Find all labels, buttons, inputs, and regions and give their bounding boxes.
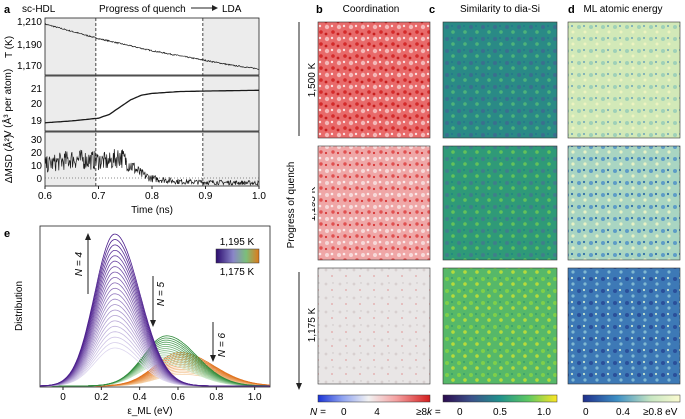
ytick-temperature: 1,170 <box>17 61 42 72</box>
row-label-1500k: 1,500 K <box>307 62 318 97</box>
arrow-head-progress <box>212 5 218 11</box>
label-lda: LDA <box>222 4 242 15</box>
volume-trace <box>44 89 259 124</box>
snapshot-energy-1500k <box>567 21 681 139</box>
xlabel-time: Time (ns) <box>131 205 173 216</box>
ylabel-msd: ΔMSD (Å²) <box>2 135 15 183</box>
snapshot-coordination-1500k <box>317 21 431 139</box>
shade-start-msd <box>45 132 96 186</box>
xtick-label: 0 <box>60 392 66 403</box>
temperature-trace <box>44 22 260 70</box>
ylabel-distribution: Distribution <box>14 281 25 331</box>
distribution-curves <box>39 233 271 387</box>
snapshot-similarity-1500k <box>442 21 558 139</box>
colorbar-energy-tick: 0.4 <box>616 407 630 418</box>
row-label-1195k: 1,195 K <box>307 186 318 221</box>
xlabel-energy: ε_ML (eV) <box>127 406 172 417</box>
ylabel-volume: V (Å³ per atom) <box>1 69 14 137</box>
colorbar-coordination-tick: 0 <box>341 407 347 418</box>
header-similarity: Similarity to dia-Si <box>460 4 540 15</box>
ytick-temperature: 1,210 <box>17 17 42 28</box>
curve-n5 <box>40 335 271 387</box>
shade-end-temperature <box>202 18 259 75</box>
panel-e-xticks: 0 0.2 0.4 0.6 0.8 1.0 <box>60 387 262 403</box>
progress-arrow-head <box>296 383 302 390</box>
colorbar-energy-tick: 0 <box>583 407 589 418</box>
shade-end-volume <box>202 76 259 131</box>
legend-bottom-label: 1,175 K <box>220 267 255 278</box>
legend-top-label: 1,195 K <box>220 237 255 248</box>
snapshot-energy-1195k <box>567 145 681 261</box>
colorbar-coordination-tick: 4 <box>374 407 380 418</box>
frame-distribution <box>39 225 271 388</box>
colorbar-similarity-tick: 0 <box>457 407 463 418</box>
ytick-msd: 10 <box>31 161 43 172</box>
shade-start-temperature <box>45 18 96 75</box>
panel-a-xticks: 0.6 0.7 0.8 0.9 1.0 <box>38 186 266 202</box>
panel-letter-c: c <box>429 4 435 16</box>
panel-letter-d: d <box>568 4 575 16</box>
label-sc-hdl: sc-HDL <box>22 4 56 15</box>
xtick-label: 0.8 <box>145 191 159 202</box>
colorbar-energy-tick: ≥0.8 eV <box>643 407 678 418</box>
colorbar-similarity-prefix: k = <box>427 407 441 418</box>
arrow-n4-head <box>85 233 91 240</box>
ytick-msd: 30 <box>31 135 43 146</box>
xtick-label: 0.2 <box>94 392 108 403</box>
msd-trace <box>44 149 260 187</box>
colorbar-similarity-tick: 0.5 <box>493 407 507 418</box>
curve-n4 <box>40 233 270 387</box>
panel-letter-e: e <box>4 228 10 240</box>
snapshot-similarity-1175k <box>442 267 558 385</box>
label-n5: N = 5 <box>156 281 167 306</box>
xtick-label: 0.7 <box>92 191 106 202</box>
colorbar-coordination-tick: ≥8 <box>416 407 427 418</box>
xtick-label: 0.8 <box>209 392 223 403</box>
progress-of-quench-label: Progress of quench <box>286 162 297 249</box>
xtick-label: 1.0 <box>252 191 266 202</box>
colorbar-similarity <box>442 394 558 403</box>
label-progress-of-quench-top: Progress of quench <box>99 4 186 15</box>
arrow-n6-head <box>210 355 216 362</box>
ylabel-temperature: T (K) <box>4 36 15 58</box>
shade-end-msd <box>202 132 259 186</box>
row-label-1175k: 1,175 K <box>307 307 318 342</box>
header-ml-energy: ML atomic energy <box>583 4 662 15</box>
arrow-n5-head <box>150 320 156 327</box>
frame-volume <box>44 75 260 132</box>
panel-a-plots <box>44 17 260 187</box>
xtick-label: 0.9 <box>199 191 213 202</box>
colorbar-energy <box>582 394 681 403</box>
ytick-volume: 20 <box>31 99 43 110</box>
ytick-temperature: 1,190 <box>17 40 42 51</box>
colorbar-coordination-prefix: N = <box>310 407 326 418</box>
xtick-label: 0.6 <box>38 191 52 202</box>
xtick-label: 1.0 <box>248 392 262 403</box>
snapshot-coordination-1175k <box>317 267 431 385</box>
panel-letter-b: b <box>316 4 323 16</box>
legend-gradient <box>215 248 260 264</box>
label-n4: N = 4 <box>74 251 85 276</box>
frame-temperature <box>44 17 260 76</box>
colorbar-similarity-tick: 1.0 <box>537 407 551 418</box>
snapshot-energy-1175k <box>567 267 681 385</box>
snapshot-grid <box>317 21 681 385</box>
ytick-volume: 21 <box>31 84 43 95</box>
xtick-label: 0.4 <box>133 392 147 403</box>
ytick-msd: 0 <box>36 174 42 185</box>
snapshot-coordination-1195k <box>317 145 431 261</box>
ytick-msd: 20 <box>31 148 43 159</box>
snapshot-similarity-1195k <box>442 145 558 261</box>
progress-label-mask <box>286 136 312 272</box>
label-n6: N = 6 <box>217 332 228 357</box>
colorbar-coordination <box>317 394 431 403</box>
header-coordination: Coordination <box>343 4 400 15</box>
panel-letter-a: a <box>4 4 11 16</box>
xtick-label: 0.6 <box>171 392 185 403</box>
ytick-volume: 19 <box>31 116 43 127</box>
